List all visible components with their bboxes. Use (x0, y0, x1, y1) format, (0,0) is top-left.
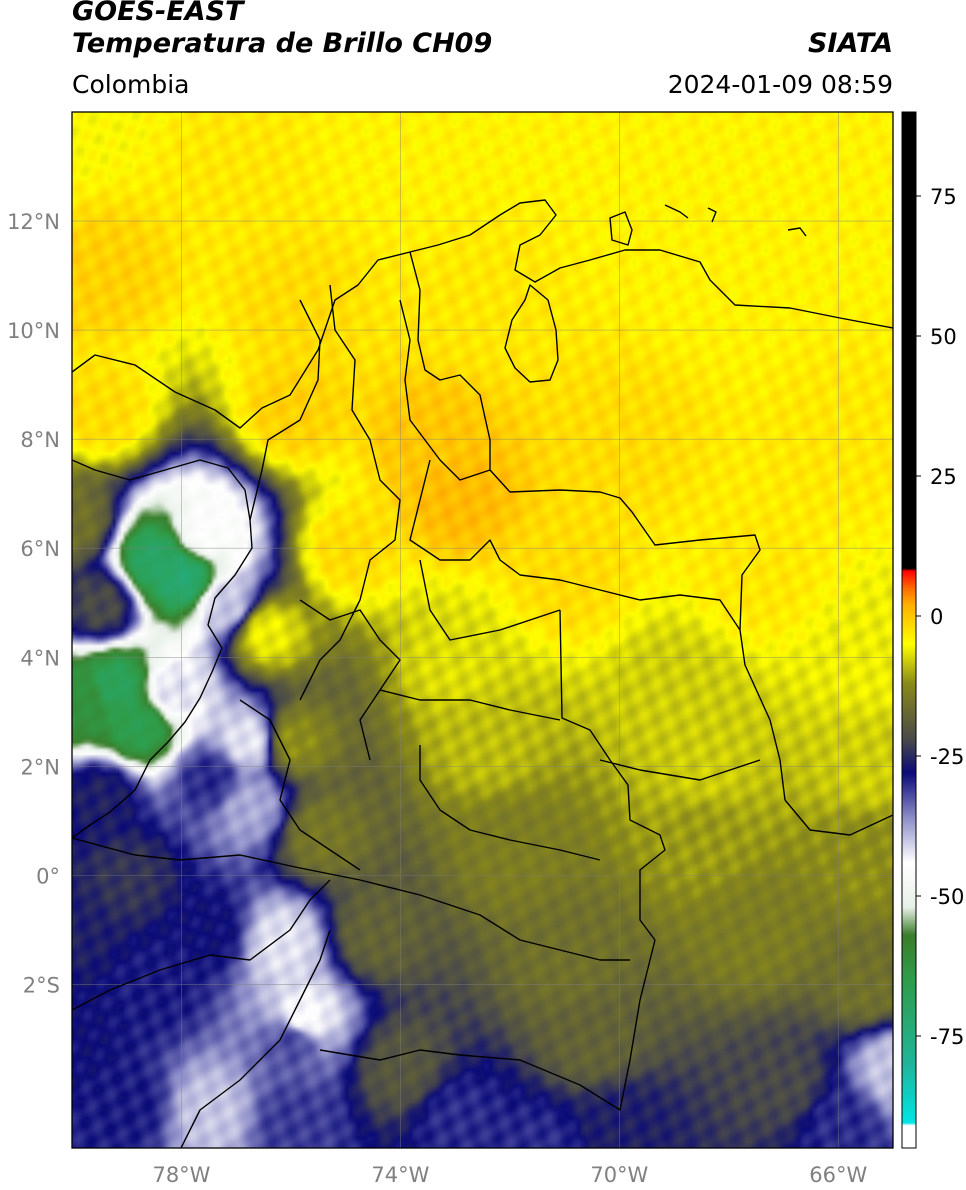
island-aruba (609, 211, 633, 246)
lon-tick-label: 70°W (590, 1163, 648, 1187)
lat-tick-label: 10°N (7, 319, 60, 343)
satellite-title: GOES-EAST (72, 0, 244, 27)
border-venezuela-brazil (784, 799, 893, 836)
border-colombia-venezuela (409, 251, 786, 801)
lake-maracaibo (504, 284, 559, 383)
colorbar (901, 111, 917, 1149)
lat-tick-label: 0° (36, 864, 60, 888)
region-label: Colombia (72, 70, 190, 99)
colorbar-tick-labels: 75 50 25 0 -25 -50 -75 (916, 185, 964, 1049)
border-brazil-peru-south (180, 929, 331, 1148)
lat-tick-label: 12°N (7, 210, 60, 234)
latitude-tick-labels: 12°N 10°N 8°N 6°N 4°N 2°N 0° 2°S (7, 210, 60, 997)
map-frame (71, 111, 894, 1149)
source-label: SIATA (807, 28, 893, 59)
colorbar-tick-label: -50 (930, 885, 964, 909)
colorbar-tick-label: -75 (930, 1025, 964, 1049)
lon-tick-label: 74°W (371, 1163, 429, 1187)
colorbar-tick-label: 0 (930, 605, 943, 629)
product-title: Temperatura de Brillo CH09 (72, 28, 493, 59)
lat-tick-label: 6°N (20, 537, 60, 561)
map-gridlines (72, 112, 893, 1148)
island-curacao (664, 204, 689, 219)
lat-tick-label: 2°S (23, 973, 60, 997)
longitude-tick-labels: 78°W 74°W 70°W 66°W (152, 1163, 867, 1187)
lon-tick-label: 66°W (809, 1163, 867, 1187)
border-peru-brazil (319, 939, 656, 1111)
lon-tick-label: 78°W (152, 1163, 210, 1187)
colorbar-tick-label: 50 (930, 325, 957, 349)
island-margarita (787, 227, 807, 237)
lat-tick-label: 4°N (20, 646, 60, 670)
coastline-caribbean (72, 199, 893, 429)
brightness-temperature-field (72, 112, 893, 1148)
datetime-label: 2024-01-09 08:59 (667, 70, 893, 99)
country-borders (72, 199, 893, 1148)
lat-tick-label: 2°N (20, 755, 60, 779)
colorbar-tick-label: 75 (930, 185, 957, 209)
colorbar-tick-label: -25 (930, 745, 964, 769)
departments-internal (239, 284, 761, 871)
colorbar-tick-label: 25 (930, 465, 957, 489)
border-colombia-brazil (559, 609, 666, 941)
coastline-pacific (72, 459, 253, 839)
lat-tick-label: 8°N (20, 428, 60, 452)
island-bonaire (707, 207, 717, 223)
border-colombia-peru-ecuador (72, 837, 630, 961)
border-ecuador-peru (72, 879, 331, 1011)
